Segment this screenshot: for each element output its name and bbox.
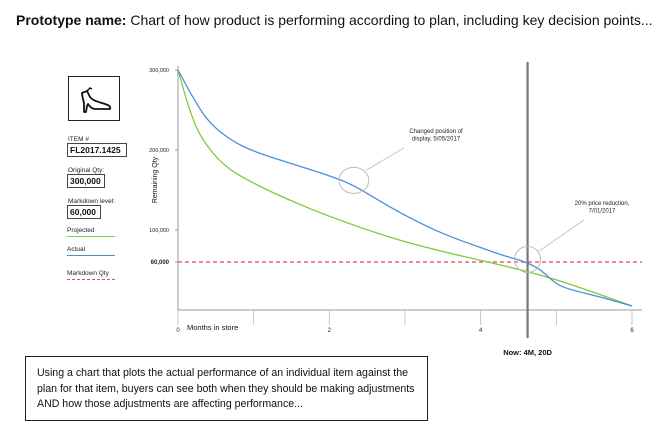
x-tick-label: 4 xyxy=(479,328,483,334)
series-actual-line xyxy=(177,69,633,307)
now-marker-label: Now: 4M, 20D xyxy=(503,348,552,357)
annotation-label: 20% price reduction, xyxy=(575,201,630,207)
title-prefix: Prototype name: xyxy=(16,12,127,28)
markdown-level-label: Markdown level: xyxy=(68,198,115,205)
y-tick-label: 300,000 xyxy=(149,68,169,74)
original-qty-field: 300,000 xyxy=(67,174,105,188)
item-label: ITEM # xyxy=(68,136,89,143)
annotation-label: display, 5/05/2017 xyxy=(412,137,461,143)
y-tick-label: 200,000 xyxy=(149,148,169,154)
y-axis-title: Remaining Qty xyxy=(152,156,159,203)
series-projected-line xyxy=(177,69,633,307)
annotation-circle xyxy=(514,245,542,273)
legend-markdown-label: Markdown Qty xyxy=(67,270,109,277)
x-tick-label: 6 xyxy=(630,328,634,334)
page-title: Prototype name: Chart of how product is … xyxy=(16,12,653,28)
legend-projected-label: Projected xyxy=(67,227,95,234)
legend-projected-swatch xyxy=(67,236,115,237)
legend-markdown-swatch xyxy=(67,279,115,280)
x-axis-title: Months in store xyxy=(187,323,238,332)
high-heel-shoe-icon xyxy=(81,87,112,113)
annotation-circle xyxy=(338,166,370,194)
markdown-level-field: 60,000 xyxy=(67,205,101,219)
y-tick-label: 60,000 xyxy=(151,260,170,266)
annotation-label: 7/01/2017 xyxy=(589,209,616,215)
legend-actual-label: Actual xyxy=(67,246,86,253)
x-tick-label: 2 xyxy=(328,328,332,334)
original-qty-label: Original Qty: xyxy=(68,167,105,174)
x-tick-label: 0 xyxy=(176,328,180,334)
annotation-pointer xyxy=(538,219,585,252)
y-tick-label: 100,000 xyxy=(149,228,169,234)
performance-chart: 60,000 100,000 200,000 300,000 0 2 4 6 Months in… xyxy=(149,62,642,357)
product-image xyxy=(68,76,120,121)
legend-actual-swatch xyxy=(67,255,115,256)
annotation-pointer xyxy=(365,147,405,171)
annotation-label: Changed position of xyxy=(409,129,463,135)
caption-box: Using a chart that plots the actual perf… xyxy=(25,356,428,421)
title-text: Chart of how product is performing accor… xyxy=(130,12,653,28)
item-number-field: FL2017.1425 xyxy=(67,143,127,157)
